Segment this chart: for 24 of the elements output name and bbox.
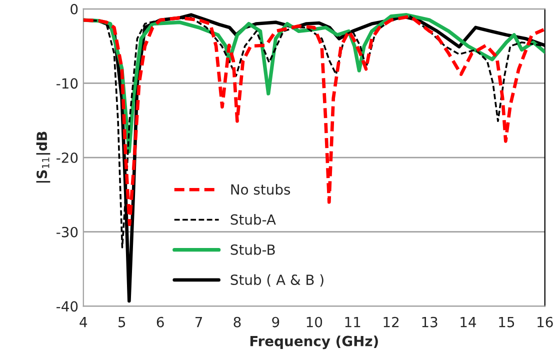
y-tick-label: -30 bbox=[56, 226, 78, 238]
x-tick-label: 6 bbox=[156, 316, 164, 328]
x-tick-label: 13 bbox=[422, 316, 438, 328]
x-tick-label: 7 bbox=[195, 317, 202, 328]
legend-label: Stub-B bbox=[230, 244, 275, 255]
y-tick-label: -20 bbox=[56, 152, 78, 164]
x-tick-label: 15 bbox=[499, 317, 514, 328]
x-tick-label: 5 bbox=[118, 317, 126, 328]
x-axis-title: Frequency (GHz) bbox=[250, 336, 378, 350]
x-tick-label: 16 bbox=[538, 316, 553, 328]
legend-label: Stub-A bbox=[230, 214, 276, 225]
y-tick-label: 0 bbox=[70, 4, 78, 14]
legend-label: Stub ( A & B ) bbox=[230, 274, 324, 287]
legend-label: No stubs bbox=[231, 184, 290, 195]
x-tick-label: 8 bbox=[234, 316, 241, 328]
y-axis-title: |S$_{11}$|dB bbox=[36, 132, 50, 183]
x-tick-label: 4 bbox=[80, 317, 88, 328]
x-tick-label: 12 bbox=[384, 316, 398, 328]
x-tick-label: 10 bbox=[306, 316, 322, 328]
x-tick-label: 14 bbox=[460, 317, 476, 328]
x-tick-label: 11 bbox=[345, 317, 360, 328]
y-tick-label: -40 bbox=[56, 301, 78, 312]
x-tick-label: 9 bbox=[272, 316, 280, 328]
y-tick-label: -10 bbox=[56, 78, 78, 89]
